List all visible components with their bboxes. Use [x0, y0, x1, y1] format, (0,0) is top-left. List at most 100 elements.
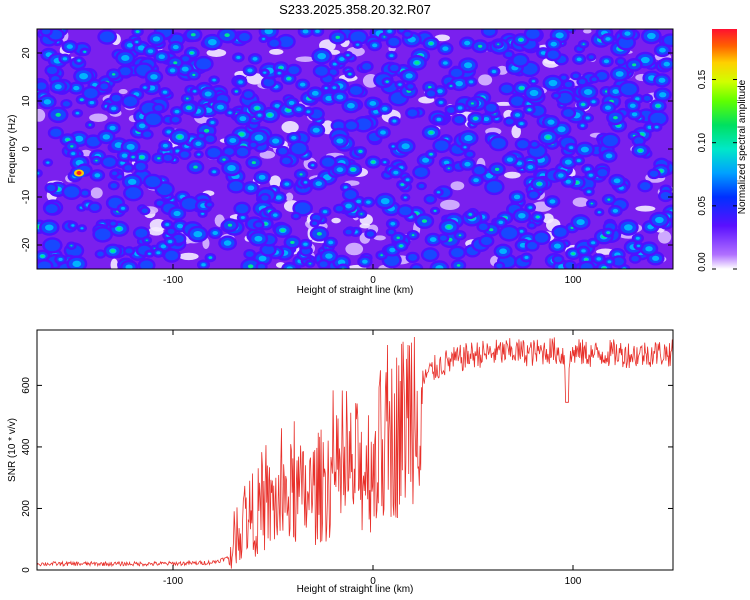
heatmap-blob-core: [111, 106, 117, 111]
snr-y-axis-label: SNR (10 * v/v): [7, 418, 18, 482]
heatmap-blob-mid: [414, 167, 428, 178]
heatmap-blob: [121, 173, 143, 191]
heatmap-blob: [92, 226, 114, 243]
heatmap-blob: [542, 74, 564, 92]
heatmap-blob-core: [303, 242, 308, 246]
colorbar-gradient: [712, 29, 737, 269]
heatmap-blob: [526, 189, 541, 201]
heatmap-blob: [165, 64, 181, 77]
heatmap-blob: [437, 233, 450, 243]
heatmap-blob-core: [166, 130, 172, 134]
heatmap-blob: [42, 237, 63, 254]
heatmap-blob-mid: [110, 183, 118, 189]
heatmap-blob: [578, 260, 596, 269]
heatmap-blob: [528, 76, 539, 86]
heatmap-blob: [429, 206, 441, 215]
heatmap-blob: [471, 39, 489, 54]
heatmap-blob-core: [373, 109, 379, 114]
heatmap-blob-core: [362, 259, 368, 264]
heatmap-blob-mid: [45, 204, 58, 214]
heatmap-blob: [259, 242, 277, 257]
heatmap-blob-core: [252, 56, 258, 61]
heatmap-light-patch: [206, 48, 227, 57]
heatmap-blob: [224, 108, 236, 118]
heatmap-blob-mid: [135, 162, 146, 171]
heatmap-blob: [423, 193, 437, 205]
colorbar-tick-label: 0.10: [697, 133, 708, 153]
heatmap-blob-mid: [350, 85, 363, 95]
heatmap-blob-mid: [529, 223, 535, 228]
heatmap-blob-mid: [390, 64, 399, 71]
heatmap-max-blob: [72, 168, 86, 178]
heatmap-blob: [288, 140, 309, 157]
heatmap-blob-core: [464, 62, 473, 69]
heatmap-blob: [530, 211, 545, 223]
heatmap-blob: [328, 83, 341, 93]
heatmap-blob: [152, 247, 165, 258]
heatmap-blob: [572, 53, 587, 65]
heatmap-blob-mid: [119, 67, 131, 76]
heatmap-blob: [450, 259, 467, 269]
heatmap-blob: [545, 37, 563, 51]
heatmap-blob-core: [631, 112, 638, 117]
heatmap-blob-core: [455, 80, 463, 87]
heatmap-blob-mid: [450, 68, 463, 78]
heatmap-blob-core: [356, 199, 362, 204]
heatmap-blob-core: [506, 157, 514, 162]
snr-y-tick-label: 0: [21, 567, 32, 573]
heatmap-blob: [425, 149, 438, 160]
heatmap-blob-core: [174, 109, 180, 114]
heatmap-blob: [131, 37, 143, 47]
heatmap-blob: [523, 84, 545, 102]
heatmap-blob-mid: [278, 147, 288, 155]
snr-series-line: [37, 336, 673, 569]
heatmap-blob: [180, 100, 198, 115]
heatmap-blobs: [37, 29, 673, 269]
heatmap-blob-core: [332, 62, 337, 66]
heatmap-blob: [312, 64, 331, 79]
heatmap-blob-core: [405, 178, 410, 182]
heatmap-blob: [158, 87, 172, 98]
heatmap-blob-core: [553, 243, 561, 249]
heatmap-blob: [471, 163, 488, 177]
heatmap-blob: [508, 190, 526, 204]
heatmap-blob-core: [71, 152, 76, 156]
heatmap-blob-peak: [545, 135, 551, 140]
heatmap-light-patch: [90, 187, 103, 199]
heatmap-blob: [193, 150, 204, 159]
heatmap-blob: [131, 29, 144, 37]
heatmap-blob: [275, 145, 290, 157]
heatmap-light-patch: [583, 29, 592, 34]
heatmap-blob-mid: [165, 250, 179, 261]
heatmap-blob: [393, 240, 409, 252]
heatmap-blob-mid: [384, 254, 400, 266]
heatmap-blob-peak: [477, 44, 483, 48]
heatmap-blob-core: [403, 196, 407, 199]
heatmap-blob: [193, 55, 214, 72]
heatmap-blob-core: [390, 222, 396, 226]
heatmap-blob: [374, 192, 396, 210]
heatmap-y-axis-label: Frequency (Hz): [7, 115, 18, 184]
heatmap-blob-core: [72, 260, 82, 268]
heatmap-blob-mid: [235, 203, 249, 214]
heatmap-blob: [189, 87, 201, 96]
heatmap-blob-mid: [100, 83, 109, 90]
heatmap-blob: [599, 101, 617, 115]
heatmap-blob-mid: [84, 88, 98, 99]
heatmap-light-patch: [657, 230, 672, 244]
heatmap-blob: [310, 29, 325, 37]
heatmap-blob-core: [514, 113, 521, 117]
heatmap-blob: [501, 153, 519, 167]
heatmap-blob: [385, 227, 397, 237]
heatmap-blob: [276, 33, 296, 50]
heatmap-blob-mid: [125, 248, 133, 254]
heatmap-blob-peak: [428, 85, 432, 89]
heatmap-blob-peak: [383, 36, 386, 38]
heatmap-blob-peak: [286, 77, 291, 80]
heatmap-blob-mid: [527, 241, 538, 250]
heatmap-blob: [661, 33, 673, 48]
heatmap-light-patch: [542, 213, 554, 224]
heatmap-blob: [528, 139, 541, 149]
heatmap-blob-mid: [486, 181, 503, 193]
heatmap-blob: [537, 129, 559, 146]
